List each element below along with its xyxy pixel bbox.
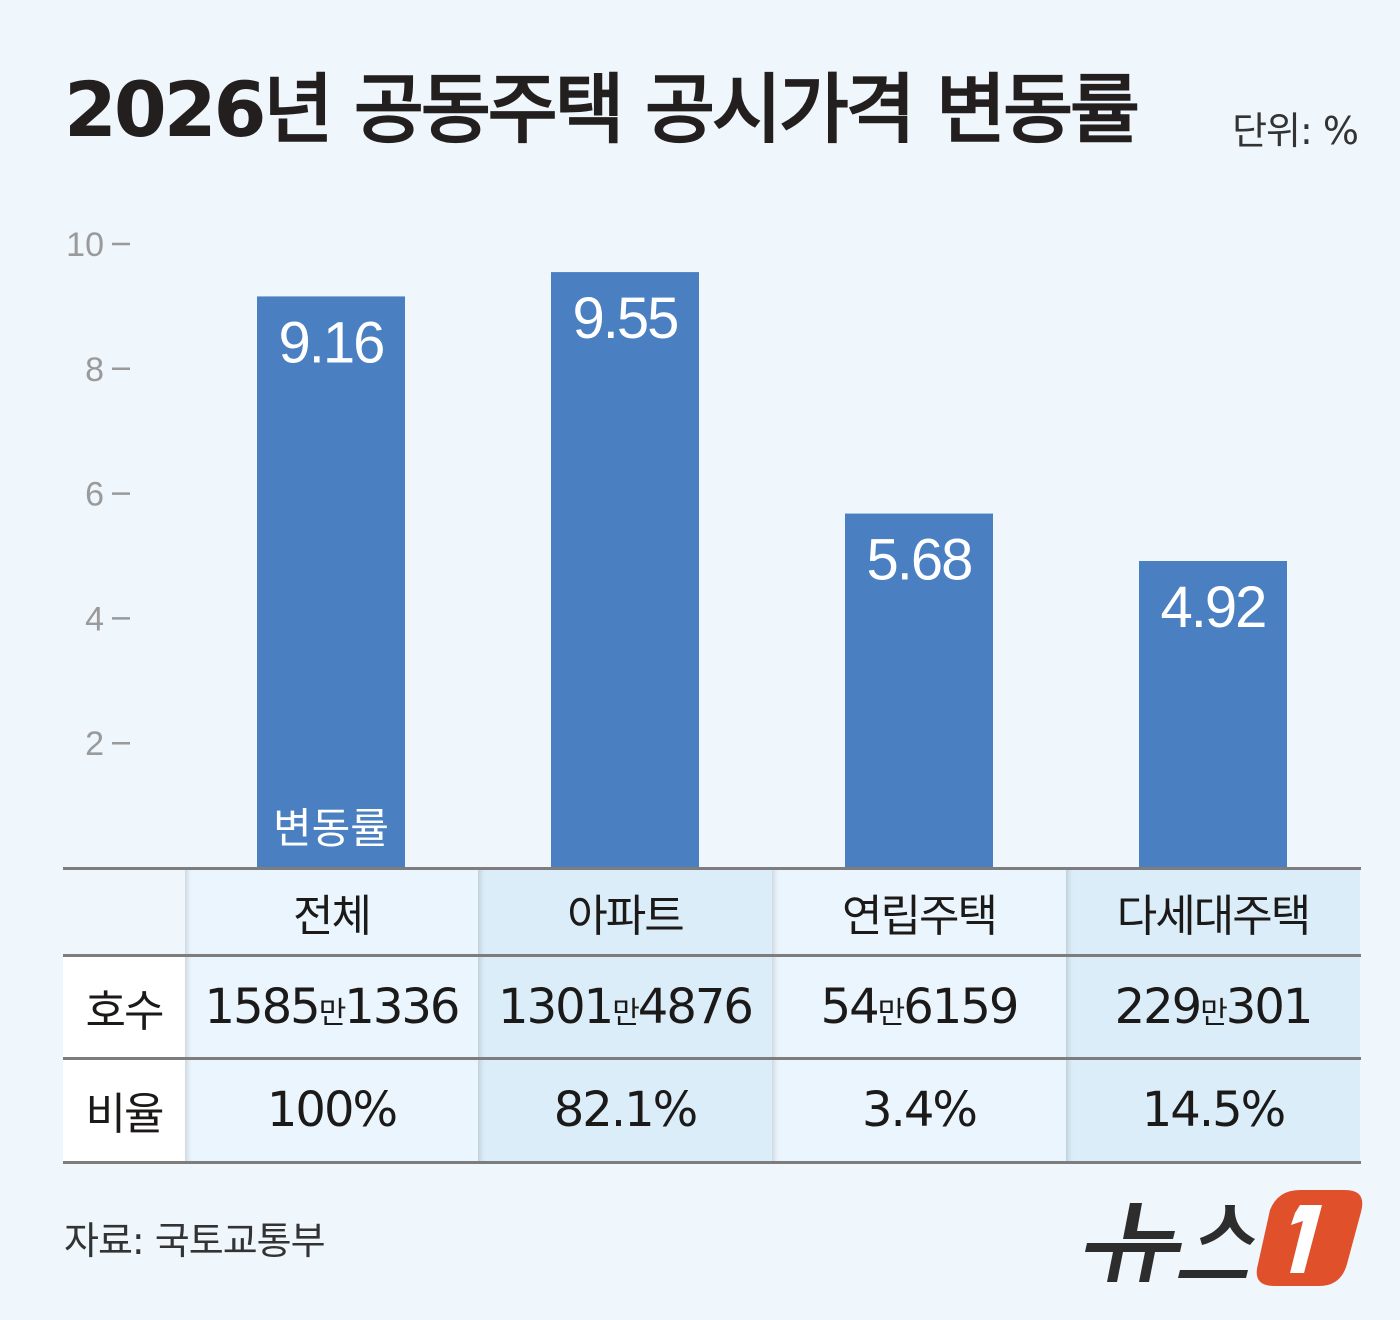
row-label: 비율: [63, 1058, 185, 1162]
table-cell: 229만301: [1066, 955, 1360, 1058]
ratio-value: 14.5%: [1141, 1082, 1286, 1138]
unit-count: 1301만4876: [498, 978, 754, 1035]
count-man-part: 1585: [204, 978, 321, 1035]
count-rest-part: 4876: [637, 978, 754, 1035]
unit-count: 1585만1336: [204, 978, 461, 1035]
column-header: 아파트: [478, 868, 772, 955]
count-rest-part: 6159: [903, 978, 1019, 1035]
table-cell: 100%: [185, 1058, 478, 1162]
source-note: 자료: 국토교통부: [64, 1219, 326, 1263]
ratio-value: 82.1%: [553, 1082, 698, 1138]
y-tick-label: 8: [85, 351, 104, 389]
chart-title: 2026년 공동주택 공시가격 변동률: [64, 65, 1140, 154]
count-man-unit: 만: [1200, 995, 1228, 1031]
count-man-unit: 만: [318, 995, 347, 1031]
category-label: 연립주택: [842, 890, 998, 942]
column-header: 다세대주택: [1066, 868, 1360, 955]
table-divider: [63, 1161, 1361, 1164]
y-tick-label: 4: [85, 600, 104, 638]
bar: [845, 513, 993, 868]
column-header: 전체: [185, 868, 478, 955]
category-label: 아파트: [567, 890, 684, 942]
y-tick-label: 10: [66, 226, 104, 264]
table-cell: 3.4%: [772, 1058, 1066, 1162]
unit-label: 단위: %: [1232, 109, 1359, 153]
count-rest-part: 1336: [344, 978, 460, 1035]
table-divider: [63, 867, 1361, 870]
table-cell: 82.1%: [478, 1058, 772, 1162]
table-divider: [63, 954, 1361, 957]
bar-value-label: 9.55: [573, 286, 678, 351]
count-man-part: 54: [820, 978, 880, 1035]
table-cell: 54만6159: [772, 955, 1066, 1058]
category-label: 다세대주택: [1116, 890, 1311, 942]
row-label-count: 호수: [85, 985, 165, 1037]
count-man-part: 229: [1114, 978, 1203, 1035]
row-label-ratio: 비율: [85, 1089, 165, 1140]
unit-count: 229만301: [1114, 978, 1314, 1035]
bar-chart: 2 4 6 8 10 9.16 9.55 5.68 4.92 변동률: [66, 226, 1287, 869]
count-rest-part: 301: [1225, 978, 1314, 1035]
y-tick-label: 6: [85, 476, 104, 514]
series-name-label: 변동률: [273, 804, 389, 853]
count-man-unit: 만: [877, 995, 906, 1031]
table-divider: [63, 1057, 1361, 1060]
table-corner: [63, 868, 185, 955]
bar: [1139, 560, 1287, 868]
column-header: 연립주택: [772, 868, 1066, 955]
bar: [551, 272, 699, 869]
table-cell: 1585만1336: [185, 955, 478, 1058]
count-man-unit: 만: [612, 995, 640, 1031]
ratio-value: 100%: [266, 1082, 398, 1138]
bar-value-label: 9.16: [279, 310, 384, 375]
bar-value-label: 5.68: [867, 528, 972, 593]
bar: [257, 296, 405, 868]
ratio-value: 3.4%: [862, 1082, 978, 1138]
bar-value-label: 4.92: [1161, 575, 1266, 640]
news1-logo: [1085, 1185, 1365, 1294]
table-cell: 14.5%: [1066, 1058, 1360, 1162]
row-label: 호수: [63, 955, 185, 1058]
y-tick-label: 2: [85, 725, 104, 763]
table-cell: 1301만4876: [478, 955, 772, 1058]
category-label: 전체: [293, 890, 372, 942]
count-man-part: 1301: [498, 978, 614, 1035]
unit-count: 54만6159: [820, 978, 1020, 1035]
